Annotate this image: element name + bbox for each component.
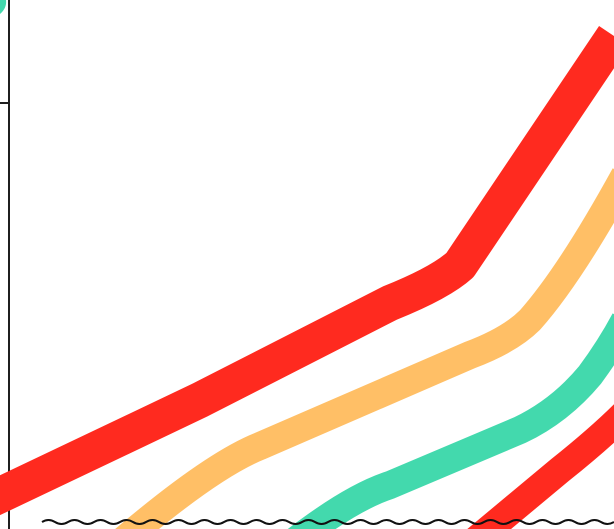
red-stripe-lower [467, 404, 614, 529]
teal-stripe [287, 313, 614, 529]
orange-stripe [115, 168, 614, 529]
wavy-baseline [41, 519, 614, 525]
stripe-group [0, 25, 614, 529]
corner-teal-mark [0, 0, 7, 14]
red-stripe-upper [0, 25, 614, 516]
